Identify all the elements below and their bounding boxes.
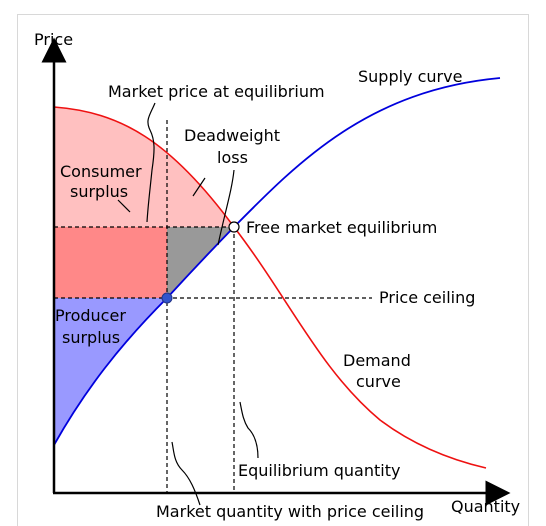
market-quantity-ceiling-label: Market quantity with price ceiling bbox=[156, 502, 424, 521]
figure-frame bbox=[17, 14, 529, 526]
equilibrium-quantity-label: Equilibrium quantity bbox=[238, 461, 400, 480]
deadweight-leader-left bbox=[192, 177, 206, 197]
consumer-surplus-upper-region bbox=[54, 107, 234, 227]
free-market-equilibrium-label: Free market equilibrium bbox=[246, 218, 437, 237]
consumer-surplus-lower-region bbox=[54, 227, 167, 298]
equilibrium-quantity-leader bbox=[239, 401, 259, 459]
producer-surplus-label-line1: Producer bbox=[55, 306, 126, 325]
consumer-surplus-label-line2: surplus bbox=[70, 182, 128, 201]
y-axis-label: Price bbox=[34, 30, 73, 49]
demand-curve bbox=[53, 106, 487, 469]
demand-curve-label-line1: Demand bbox=[343, 351, 411, 370]
price-ceiling-label: Price ceiling bbox=[379, 288, 475, 307]
producer-surplus-label-line2: surplus bbox=[62, 328, 120, 347]
deadweight-leader-right bbox=[217, 169, 235, 246]
supply-curve bbox=[53, 77, 501, 446]
free-market-equilibrium-point bbox=[228, 221, 240, 233]
consumer-surplus-leader bbox=[117, 199, 131, 213]
deadweight-label-line1: Deadweight bbox=[184, 126, 280, 145]
deadweight-label-line2: loss bbox=[217, 148, 248, 167]
ceiling-quantity-leader bbox=[171, 441, 201, 506]
producer-surplus-region bbox=[54, 298, 167, 445]
market-price-leader bbox=[146, 102, 156, 223]
supply-curve-label: Supply curve bbox=[358, 67, 462, 86]
demand-curve-label-line2: curve bbox=[356, 372, 401, 391]
consumer-surplus-label-line1: Consumer bbox=[60, 162, 142, 181]
x-axis-label: Quantity bbox=[451, 497, 520, 516]
market-price-label: Market price at equilibrium bbox=[108, 82, 325, 101]
price-ceiling-point bbox=[161, 292, 173, 304]
